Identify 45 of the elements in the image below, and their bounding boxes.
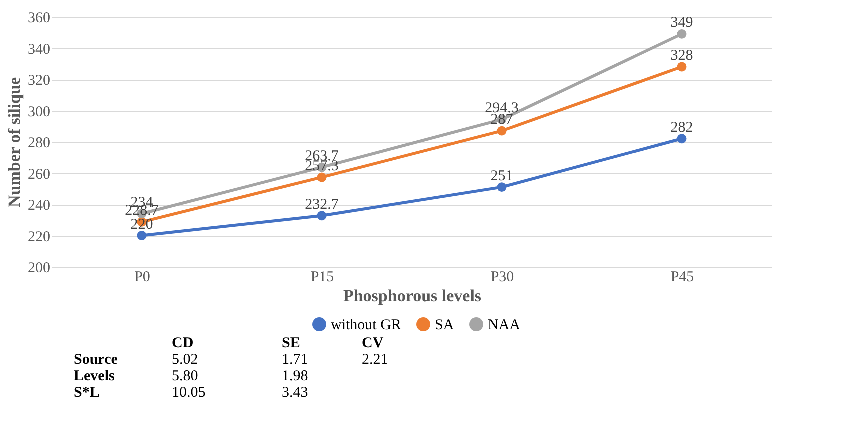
text: 1.98 bbox=[282, 368, 308, 384]
y-tick-label: 340 bbox=[28, 42, 50, 58]
x-tick-label: P15 bbox=[310, 270, 334, 286]
y-tick-label: 220 bbox=[28, 229, 50, 246]
text: CV bbox=[362, 335, 384, 352]
y-axis-title: Number of silique bbox=[5, 77, 24, 208]
text: 5.02 bbox=[172, 352, 198, 368]
text: 5.80 bbox=[172, 368, 198, 384]
x-tick-label: P0 bbox=[134, 270, 150, 286]
y-tick-label: 280 bbox=[28, 136, 50, 152]
point bbox=[137, 231, 147, 240]
text: 1.71 bbox=[282, 352, 308, 368]
text: 3.43 bbox=[282, 384, 308, 401]
legend-label: SA bbox=[435, 318, 454, 334]
legend-label: without GR bbox=[331, 318, 402, 334]
x-axis-title: Phosphorous levels bbox=[343, 286, 482, 306]
point bbox=[317, 172, 327, 182]
legend-label: NAA bbox=[488, 318, 521, 334]
point bbox=[497, 126, 507, 136]
point bbox=[677, 29, 687, 39]
point bbox=[497, 182, 507, 192]
text: 10.05 bbox=[172, 384, 206, 401]
y-tick-label: 260 bbox=[28, 166, 50, 183]
data-label: 232.7 bbox=[305, 196, 340, 213]
y-tick-label: 240 bbox=[28, 198, 50, 214]
data-label: 349 bbox=[670, 15, 694, 32]
data-label: 220 bbox=[130, 216, 154, 233]
y-tick-label: 320 bbox=[28, 73, 50, 89]
text: Levels bbox=[74, 368, 115, 384]
text: 2.21 bbox=[362, 352, 388, 368]
point bbox=[317, 211, 327, 221]
y-tick-label: 300 bbox=[28, 104, 50, 120]
y-tick-label: 200 bbox=[28, 260, 50, 276]
y-tick-label: 360 bbox=[28, 10, 50, 26]
data-label: 328 bbox=[670, 48, 694, 64]
data-label: 251 bbox=[490, 168, 514, 184]
data-label: 282 bbox=[670, 120, 694, 136]
x-tick-label: P30 bbox=[490, 270, 514, 286]
point bbox=[677, 62, 687, 72]
text: CD bbox=[172, 335, 194, 352]
x-tick-label: P45 bbox=[670, 270, 694, 286]
text: S*L bbox=[74, 384, 100, 401]
text: Source bbox=[74, 352, 118, 368]
point bbox=[677, 134, 687, 144]
text: SE bbox=[282, 335, 300, 352]
